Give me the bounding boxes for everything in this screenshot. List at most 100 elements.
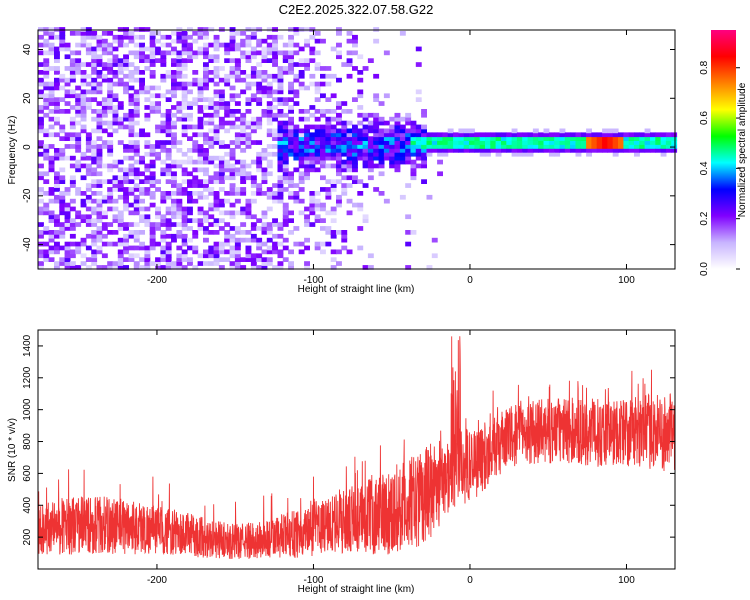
spectrogram-cell — [112, 58, 119, 63]
spectrogram-cell — [187, 54, 193, 60]
spectrogram-cell — [261, 58, 268, 63]
spectrogram-cell — [38, 230, 44, 235]
spectrogram-cell — [378, 163, 385, 169]
spectrogram-cell — [54, 27, 60, 32]
spectrogram-cell — [101, 101, 108, 106]
spectrogram-cell — [96, 148, 103, 153]
spectrogram-cell — [48, 245, 55, 251]
spectrogram-cell — [181, 58, 188, 63]
x-tick-label: -200 — [147, 575, 167, 586]
spectrogram-cell — [272, 97, 278, 102]
spectrogram-cell — [330, 116, 337, 122]
spectrogram-cell — [144, 46, 151, 52]
spectrogram-cell — [54, 97, 60, 102]
spectrogram-cell — [139, 34, 145, 40]
spectrogram-cell — [256, 120, 263, 126]
spectrogram-cell — [181, 93, 188, 99]
spectrogram-cell — [304, 136, 310, 141]
spectrogram-cell — [133, 148, 140, 153]
spectrogram-cell — [234, 77, 241, 83]
spectrogram-cell — [224, 42, 231, 48]
spectrogram-cell — [485, 140, 491, 145]
spectrogram-cell — [192, 81, 199, 87]
spectrogram-cell — [330, 93, 337, 99]
spectrogram-cell — [107, 70, 114, 75]
spectrogram-cell — [362, 159, 369, 165]
spectrogram-cell — [133, 202, 140, 208]
spectrogram-cell — [107, 62, 114, 67]
spectrogram-cell — [261, 77, 268, 83]
spectrogram-cell — [69, 206, 76, 212]
spectrogram-cell — [447, 128, 454, 134]
spectrogram-cell — [165, 257, 172, 262]
spectrogram-cell — [399, 136, 406, 141]
spectrogram-cell — [91, 167, 98, 173]
spectrogram-cell — [160, 218, 167, 223]
y-tick-label: 1000 — [22, 398, 33, 421]
spectrogram-cell — [229, 38, 236, 44]
spectrogram-cell — [213, 175, 220, 181]
spectrogram-cell — [256, 253, 263, 259]
spectrogram-cell — [304, 132, 310, 138]
spectrogram-cell — [80, 198, 87, 204]
spectrogram-cell — [59, 124, 66, 130]
spectrogram-cell — [527, 136, 534, 141]
spectrogram-cell — [69, 198, 76, 204]
spectrogram-cell — [314, 140, 321, 145]
spectrogram-cell — [85, 245, 92, 251]
spectrogram-cell — [367, 159, 374, 165]
spectrogram-cell — [155, 50, 161, 56]
spectrogram-cell — [261, 46, 268, 52]
spectrogram-cell — [160, 257, 167, 262]
colorbar-label: Normalized spectral amplitude — [737, 82, 748, 217]
spectrogram-cell — [511, 144, 518, 149]
spectrogram-cell — [101, 140, 108, 145]
spectrogram-cell — [91, 218, 98, 223]
spectrogram-cell — [181, 105, 188, 110]
spectrogram-cell — [234, 249, 241, 255]
colorbar-tick-label: 0.2 — [699, 211, 710, 225]
spectrogram-cell — [314, 245, 321, 251]
spectrogram-cell — [54, 171, 60, 177]
spectrogram-cell — [282, 175, 289, 181]
spectrogram-cell — [112, 105, 119, 110]
spectrogram-cell — [176, 116, 183, 122]
spectrogram-cell — [123, 167, 129, 173]
spectrogram-cell — [362, 140, 369, 145]
spectrogram-cell — [431, 253, 438, 259]
spectrogram-cell — [570, 148, 576, 153]
spectrogram-cell — [431, 140, 438, 145]
spectrogram-cell — [336, 116, 342, 122]
spectrogram-cell — [240, 54, 247, 60]
spectrogram-cell — [383, 136, 390, 141]
spectrogram-cell — [171, 159, 177, 165]
spectrogram-cell — [314, 151, 321, 157]
spectrogram-cell — [208, 253, 215, 259]
spectrogram-cell — [261, 179, 268, 184]
spectrogram-cell — [96, 191, 103, 196]
spectrogram-cell — [160, 140, 167, 145]
spectrogram-cell — [101, 31, 108, 36]
spectrogram-cell — [272, 116, 278, 122]
spectrogram-cell — [54, 194, 60, 200]
spectrogram-cell — [320, 140, 326, 145]
spectrogram-cell — [59, 148, 66, 153]
spectrogram-cell — [671, 140, 678, 145]
spectrogram-cell — [160, 144, 167, 149]
spectrogram-cell — [96, 226, 103, 231]
spectrogram-cell — [181, 218, 188, 223]
spectrogram-cell — [325, 191, 332, 196]
spectrogram-cell — [266, 191, 273, 196]
spectrogram-cell — [197, 97, 204, 102]
spectrogram-cell — [187, 257, 193, 262]
spectrogram-cell — [240, 159, 247, 165]
spectrogram-cell — [272, 218, 278, 223]
spectrogram-cell — [320, 128, 326, 134]
spectrogram-cell — [527, 132, 534, 138]
spectrogram-cell — [266, 159, 273, 165]
spectrogram-cell — [64, 89, 71, 95]
spectrogram-cell — [346, 144, 353, 149]
spectrogram-cell — [463, 132, 470, 138]
spectrogram-cell — [192, 159, 199, 165]
spectrogram-cell — [282, 214, 289, 220]
